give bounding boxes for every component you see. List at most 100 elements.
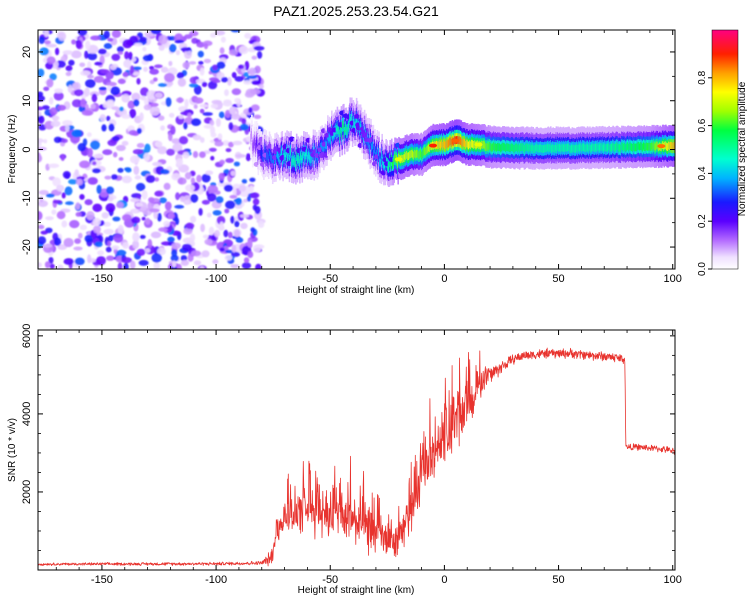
spectrogram-y-ticks: 20 10 0 -10 -20 xyxy=(21,46,675,255)
spectrogram-noise-blob xyxy=(167,236,175,243)
spectrogram-noise-blob xyxy=(199,108,205,114)
colorbar-ticks: 0.0 0.2 0.4 0.6 0.8 xyxy=(697,70,712,276)
spectrogram-ridge-cell xyxy=(554,144,557,153)
spectrogram-noise-blob xyxy=(106,115,111,122)
spectrogram-noise-blob xyxy=(98,86,107,91)
snr-x-tick-label: -100 xyxy=(205,574,227,586)
spectrogram-ridge-cell xyxy=(271,155,273,163)
spectrogram-ridge-cell xyxy=(599,144,602,153)
spectrogram-noise-blob xyxy=(65,201,74,206)
spectrogram-noise-blob xyxy=(154,177,160,182)
spectrogram-noise-blob xyxy=(39,47,49,56)
spectrogram-noise-blob xyxy=(231,244,237,253)
spectrogram-noise-blob xyxy=(38,36,45,44)
spectrogram-noise-blob xyxy=(143,152,150,162)
spectrogram-noise-blob xyxy=(107,240,112,247)
spectrogram-noise-blob xyxy=(129,65,135,75)
spectrogram-ridge-cell xyxy=(464,139,467,148)
spectrogram-noise-blob xyxy=(180,47,192,52)
spectrogram-noise-blob xyxy=(210,32,217,38)
spectrogram-ridge-blobs xyxy=(250,97,675,187)
spectrogram-x-tick-label: 50 xyxy=(552,273,564,285)
spectrogram-noise-blob xyxy=(149,68,159,75)
spectrogram-noise-blob xyxy=(57,104,67,111)
spectrogram-noise-blob xyxy=(90,103,96,110)
spectrogram-noise-blob xyxy=(96,184,102,194)
spectrogram-noise-blob xyxy=(38,152,42,162)
spectrogram-noise-blob xyxy=(175,50,180,56)
spectrogram-noise-blob xyxy=(123,59,132,68)
spectrogram-noise-blob xyxy=(141,216,146,221)
spectrogram-noise-blob xyxy=(168,131,173,142)
spectrogram-noise-blob xyxy=(222,140,230,146)
spectrogram-noise-blob xyxy=(90,140,100,150)
spectrogram-noise-blob xyxy=(231,72,237,79)
spectrogram-noise-blob xyxy=(108,123,115,132)
spectrogram-noise-blob xyxy=(84,50,89,59)
spectrogram-noise-blob xyxy=(223,229,229,238)
spectrogram-noise-blob xyxy=(111,174,118,180)
spectrogram-noise-blob xyxy=(75,212,82,217)
spectrogram-noise-blob xyxy=(72,82,79,90)
spectrogram-noise-blob xyxy=(229,194,238,199)
spectrogram-noise-blob xyxy=(117,224,124,235)
spectrogram-noise-blob xyxy=(201,250,210,258)
spectrogram-noise-blob xyxy=(167,81,174,86)
spectrogram-noise-blob xyxy=(193,85,202,95)
spectrogram-noise-blob xyxy=(201,81,208,87)
spectrogram-noise-blob xyxy=(65,65,73,72)
spectrogram-noise-blob xyxy=(93,225,101,234)
spectrogram-noise-blob xyxy=(149,106,160,116)
spectrogram-noise-blob xyxy=(51,209,57,215)
spectrogram-noise-blob xyxy=(153,77,158,82)
spectrogram-noise-blob xyxy=(254,65,261,74)
spectrogram-noise-blob xyxy=(248,107,253,114)
spectrogram-ridge-cell xyxy=(637,142,639,151)
spectrogram-noise-blob xyxy=(54,88,64,94)
spectrogram-noise-blob xyxy=(227,76,232,86)
spectrogram-noise-blob xyxy=(214,229,221,238)
spectrogram-y-tick-label: 10 xyxy=(21,95,33,107)
spectrogram-noise-blob xyxy=(157,212,162,222)
spectrogram-noise-blob xyxy=(99,114,107,122)
spectrogram-noise-blob xyxy=(141,190,148,200)
spectrogram-noise-blob xyxy=(117,78,126,85)
spectrogram-noise-blob xyxy=(109,64,117,71)
spectrogram-noise-blob xyxy=(105,203,116,213)
spectrogram-noise-blob xyxy=(249,177,256,182)
spectrogram-noise-blob xyxy=(92,161,97,166)
spectrogram-ridge-cell xyxy=(278,153,280,162)
spectrogram-noise-blob xyxy=(187,253,194,262)
spectrogram-y-tick-label: -20 xyxy=(21,239,33,255)
spectrogram-noise-blob xyxy=(190,215,197,223)
spectrogram-noise-blob xyxy=(192,134,202,141)
spectrogram-ridge-cell xyxy=(352,116,355,125)
spectrogram-noise-blob xyxy=(243,198,249,203)
colorbar-label: Normalized spectral amplitude xyxy=(737,81,748,216)
spectrogram-noise-blob xyxy=(192,151,199,158)
spectrogram-noise-blob xyxy=(240,222,248,230)
spectrogram-noise-blob xyxy=(252,198,260,206)
spectrogram-noise-blob xyxy=(189,83,199,88)
spectrogram-noise-blob xyxy=(38,190,49,195)
spectrogram-noise-blob xyxy=(122,39,133,49)
spectrogram-ridge-cell xyxy=(618,143,621,152)
spectrogram-noise-blob xyxy=(71,50,82,59)
spectrogram-noise-blob xyxy=(38,111,42,117)
spectrogram-noise-blob xyxy=(111,30,121,38)
spectrogram-noise-blob xyxy=(113,233,124,243)
snr-y-tick-label: 6000 xyxy=(21,324,33,348)
spectrogram-ridge-cell xyxy=(633,142,635,151)
snr-y-tick-label: 4000 xyxy=(21,402,33,426)
spectrogram-noise-blob xyxy=(81,110,93,116)
spectrogram-noise-blob xyxy=(132,240,140,250)
spectrogram-noise-blob xyxy=(257,220,265,228)
spectrogram-ridge-cell xyxy=(517,144,519,153)
spectrogram-noise-blob xyxy=(191,250,201,257)
spectrogram-noise-blob xyxy=(171,260,177,268)
spectrogram-noise-blob xyxy=(124,51,129,60)
spectrogram-noise-blob xyxy=(136,248,146,256)
spectrogram-noise-blob xyxy=(247,239,253,248)
spectrogram-y-tick-label: 0 xyxy=(21,146,33,152)
spectrogram-noise-blob xyxy=(96,256,106,266)
